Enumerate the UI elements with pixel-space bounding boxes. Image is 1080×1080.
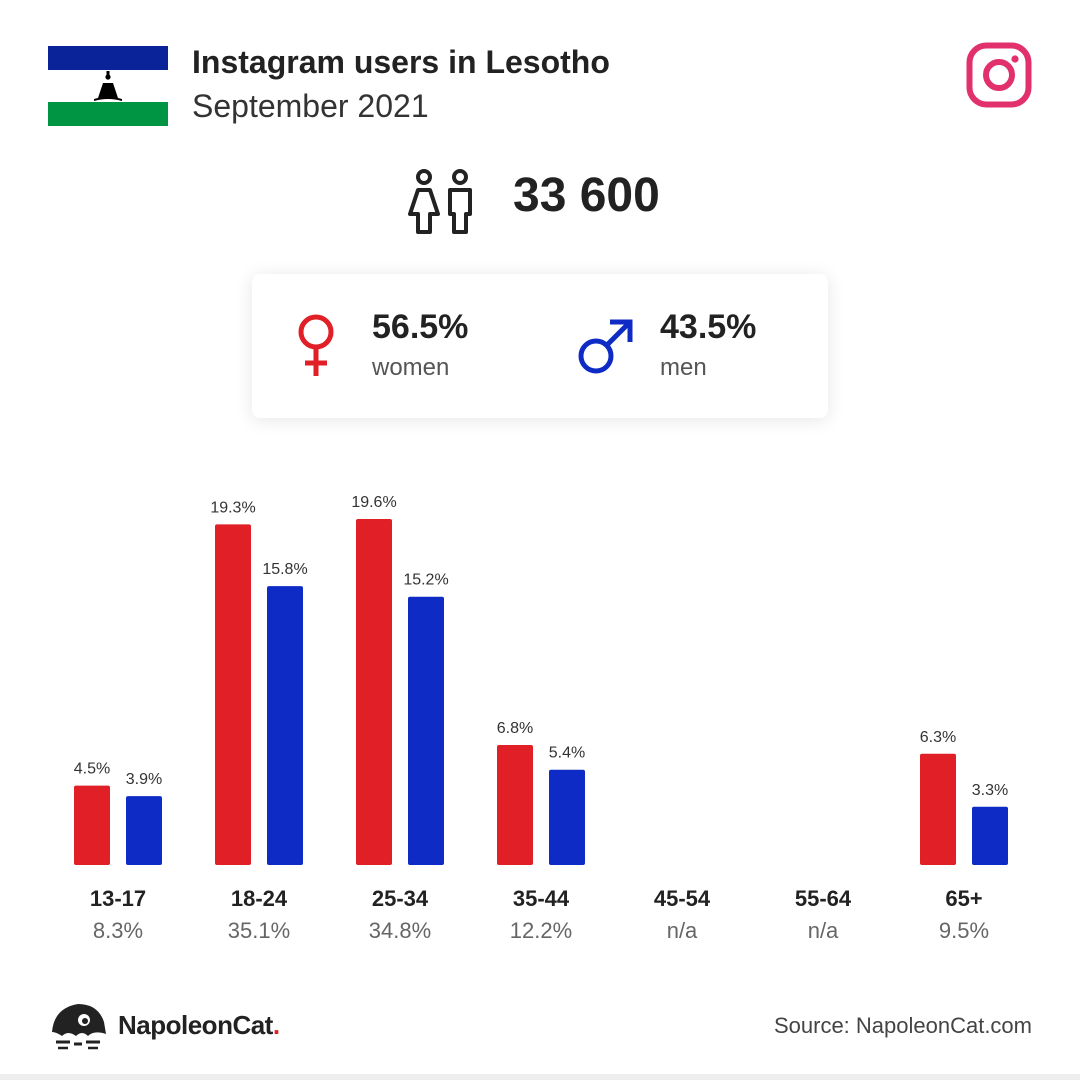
bar-women-65+ bbox=[920, 753, 956, 865]
data-label-women-18-24: 19.3% bbox=[210, 499, 255, 516]
data-label-men-65+: 3.3% bbox=[972, 782, 1008, 799]
category-label-55-64: 55-64 bbox=[795, 886, 852, 911]
data-label-women-25-34: 19.6% bbox=[351, 494, 396, 511]
data-label-women-13-17: 4.5% bbox=[74, 761, 110, 778]
bar-men-25-34 bbox=[408, 596, 444, 865]
data-label-men-25-34: 15.2% bbox=[403, 572, 448, 589]
bar-women-18-24 bbox=[215, 524, 251, 865]
page-subtitle: September 2021 bbox=[192, 88, 429, 124]
female-icon bbox=[298, 314, 334, 376]
users-icon bbox=[408, 169, 472, 234]
bar-women-13-17 bbox=[74, 785, 110, 865]
category-label-45-54: 45-54 bbox=[654, 886, 711, 911]
bottom-divider bbox=[0, 1074, 1080, 1080]
category-label-65+: 65+ bbox=[945, 886, 982, 911]
category-total-45-54: n/a bbox=[667, 918, 698, 943]
category-label-35-44: 35-44 bbox=[513, 886, 570, 911]
category-label-18-24: 18-24 bbox=[231, 886, 288, 911]
napoleoncat-logo-icon bbox=[52, 1004, 106, 1050]
instagram-icon bbox=[966, 42, 1032, 108]
bar-men-18-24 bbox=[267, 586, 303, 865]
category-total-35-44: 12.2% bbox=[510, 918, 572, 943]
category-total-25-34: 34.8% bbox=[369, 918, 431, 943]
women-label: women bbox=[372, 354, 450, 381]
data-label-men-13-17: 3.9% bbox=[126, 771, 162, 788]
bar-men-13-17 bbox=[126, 796, 162, 865]
category-total-18-24: 35.1% bbox=[228, 918, 290, 943]
men-label: men bbox=[660, 354, 707, 381]
data-label-women-65+: 6.3% bbox=[920, 729, 956, 746]
category-total-65+: 9.5% bbox=[939, 918, 989, 943]
male-icon bbox=[578, 319, 633, 374]
category-total-13-17: 8.3% bbox=[93, 918, 143, 943]
bar-women-35-44 bbox=[497, 744, 533, 865]
source-credit: Source: NapoleonCat.com bbox=[773, 1013, 1032, 1038]
bar-men-65+ bbox=[972, 806, 1008, 865]
age-gender-bar-chart: 4.5% 3.9% 13-17 8.3% 19.3% 15.8% 18-24 35.1% 19.… bbox=[74, 494, 1008, 943]
total-users: 33 600 bbox=[513, 169, 660, 222]
category-total-55-64: n/a bbox=[808, 918, 839, 943]
bar-men-35-44 bbox=[549, 769, 585, 865]
women-percentage: 56.5% bbox=[372, 308, 469, 346]
category-label-25-34: 25-34 bbox=[372, 886, 429, 911]
brand-name: NapoleonCat. bbox=[118, 1010, 280, 1040]
gender-card bbox=[252, 274, 828, 418]
bar-women-25-34 bbox=[356, 519, 392, 865]
lesotho-flag-icon bbox=[48, 46, 168, 126]
data-label-women-35-44: 6.8% bbox=[497, 720, 533, 737]
category-label-13-17: 13-17 bbox=[90, 886, 146, 911]
men-percentage: 43.5% bbox=[660, 308, 757, 346]
data-label-men-35-44: 5.4% bbox=[549, 745, 585, 762]
page-title: Instagram users in Lesotho bbox=[192, 44, 610, 80]
data-label-men-18-24: 15.8% bbox=[262, 561, 307, 578]
